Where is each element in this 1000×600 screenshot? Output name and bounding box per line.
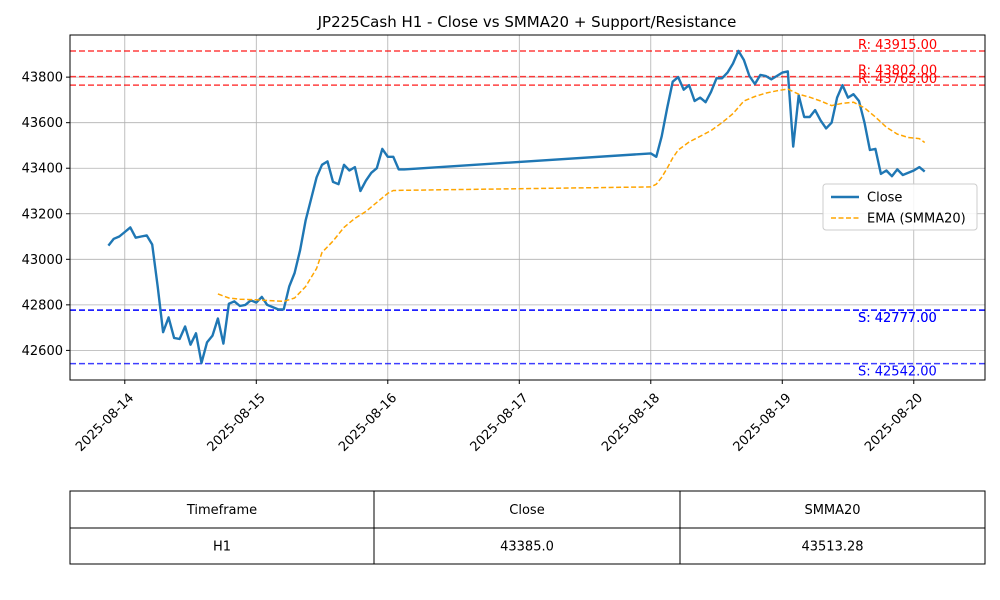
plot-frame (69, 34, 986, 381)
x-tick-label: 2025-08-14 (73, 391, 137, 455)
series-line-close (107, 49, 926, 365)
support-level-label: S: 42777.00 (858, 311, 937, 326)
support-level-label: S: 42777.00 (858, 311, 937, 326)
series-lines (107, 49, 926, 365)
y-tick-label: 43000 (22, 253, 63, 268)
resistance-level-label: R: 43765.00 (858, 72, 937, 87)
table-cell: H1 (213, 540, 231, 555)
legend: Close EMA (SMMA20) (822, 183, 978, 231)
y-tick-label: 43200 (22, 207, 63, 222)
support-level-label: S: 42542.00 (858, 365, 937, 380)
y-tick-label: 43800 (22, 71, 63, 86)
table-cell: 43385.0 (500, 540, 554, 555)
y-tick-label: 43600 (22, 116, 63, 131)
axis-ticks: 42600 42800 43000 43200 43400 43600 43800 2025-… (22, 71, 926, 455)
table-header-cell: Close (509, 503, 544, 518)
y-tick-label: 42600 (22, 344, 63, 359)
support-resistance-levels: R: 43915.00 R: 43802.00R: 43765.00 S: 4277… (70, 38, 985, 380)
summary-table: Timeframe Close SMMA20 H1 43385.0 43513.28 (69, 490, 986, 565)
x-tick-label: 2025-08-17 (468, 391, 532, 455)
x-tick-label: 2025-08-19 (731, 391, 795, 455)
y-tick-label: 43400 (22, 162, 63, 177)
x-tick-label: 2025-08-20 (862, 391, 926, 455)
x-tick-label: 2025-08-15 (205, 391, 269, 455)
legend-box (822, 183, 978, 231)
x-tick-label: 2025-08-18 (599, 391, 663, 455)
table-cell: 43513.28 (801, 540, 863, 555)
resistance-level-label: R: 43915.00 (858, 38, 937, 53)
legend-entry-label: Close (867, 191, 902, 206)
resistance-level-label: R: 43802.00 (858, 64, 937, 79)
table-header-cell: SMMA20 (804, 503, 860, 518)
legend-entry-label: EMA (SMMA20) (867, 212, 966, 227)
y-tick-label: 42800 (22, 298, 63, 313)
table-header-cell: Timeframe (186, 503, 257, 518)
series-line-smma20 (217, 88, 926, 303)
chart-title: JP225Cash H1 - Close vs SMMA20 + Support… (317, 13, 737, 31)
x-tick-label: 2025-08-16 (336, 391, 400, 455)
